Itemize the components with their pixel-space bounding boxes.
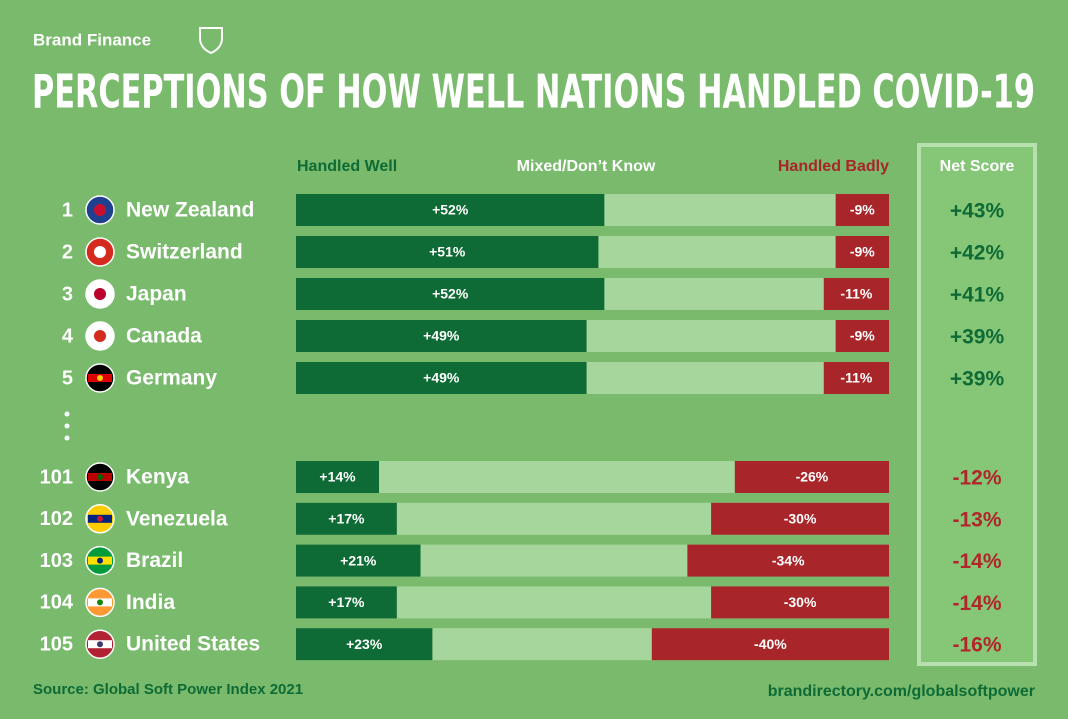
flag-emblem <box>97 474 103 480</box>
flag-emblem <box>97 557 103 564</box>
url: brandirectory.com/globalsoftpower <box>768 683 1035 700</box>
value-label-well: +51% <box>429 244 466 260</box>
net-score: +41% <box>950 284 1005 307</box>
rank: 2 <box>62 241 73 263</box>
net-score: -14% <box>952 592 1001 615</box>
value-label-badly: -34% <box>772 552 805 568</box>
value-label-badly: -26% <box>796 469 829 485</box>
flag-emblem <box>97 641 103 648</box>
flag-emblem <box>97 375 103 381</box>
country-name: Japan <box>126 283 187 306</box>
country-name: United States <box>126 633 260 656</box>
ellipsis-dot <box>64 423 70 429</box>
bar-well <box>296 320 587 352</box>
net-score: -12% <box>952 467 1001 490</box>
header-well: Handled Well <box>297 158 397 175</box>
bar-well <box>296 236 599 268</box>
value-label-badly: -30% <box>784 511 817 527</box>
ellipsis-dot <box>64 411 70 417</box>
value-label-badly: -9% <box>850 244 875 260</box>
value-label-well: +17% <box>328 594 365 610</box>
value-label-badly: -11% <box>840 286 872 302</box>
flag-emblem <box>94 288 106 300</box>
bar-well <box>296 586 397 619</box>
net-score: +42% <box>950 242 1005 265</box>
rank: 4 <box>62 325 74 347</box>
ellipsis-dot <box>64 435 70 441</box>
net-score-header: Net Score <box>940 158 1015 175</box>
country-name: India <box>126 591 175 614</box>
rank: 5 <box>62 367 73 389</box>
flag-emblem <box>94 246 106 258</box>
value-label-badly: -11% <box>840 370 872 386</box>
flag-emblem <box>97 599 103 606</box>
net-score: -16% <box>952 634 1001 657</box>
bar-badly <box>734 461 889 493</box>
country-name: Canada <box>126 325 202 348</box>
header-mixed: Mixed/Don’t Know <box>517 158 656 175</box>
bar-badly <box>823 278 889 310</box>
value-label-well: +49% <box>423 370 460 386</box>
bar-badly <box>687 544 889 577</box>
rank: 3 <box>62 283 73 305</box>
value-label-badly: -9% <box>850 328 875 344</box>
header-badly: Handled Badly <box>778 158 889 175</box>
value-label-well: +21% <box>340 552 377 568</box>
net-score: +39% <box>950 326 1005 349</box>
flag-emblem <box>94 330 106 342</box>
country-name: Germany <box>126 367 217 390</box>
bar-badly <box>711 586 889 619</box>
bar-well <box>296 362 587 394</box>
rank: 102 <box>40 508 73 530</box>
bar-well <box>296 628 433 661</box>
bar-badly <box>823 362 889 394</box>
bar-badly <box>651 628 889 661</box>
net-score: -14% <box>952 550 1001 573</box>
bar-badly <box>835 194 889 226</box>
value-label-well: +14% <box>319 469 356 485</box>
value-label-well: +17% <box>328 511 365 527</box>
value-label-badly: -9% <box>850 202 875 218</box>
net-score: -13% <box>952 508 1001 531</box>
value-label-well: +23% <box>346 636 383 652</box>
value-label-well: +52% <box>432 202 469 218</box>
value-label-badly: -40% <box>754 636 787 652</box>
flag-emblem <box>97 515 103 522</box>
bar-badly <box>835 236 889 268</box>
value-label-badly: -30% <box>784 594 817 610</box>
country-name: Switzerland <box>126 241 243 264</box>
net-score: +43% <box>950 200 1005 223</box>
country-name: Venezuela <box>126 507 228 530</box>
bar-well <box>296 194 605 226</box>
chart-title: PERCEPTIONS OF HOW WELL NATIONS HANDLED … <box>32 65 1035 119</box>
bar-badly <box>835 320 889 352</box>
bar-well <box>296 502 397 535</box>
source: Source: Global Soft Power Index 2021 <box>33 681 303 698</box>
rank: 105 <box>40 633 73 655</box>
bar-well <box>296 544 421 577</box>
bar-well <box>296 278 605 310</box>
country-name: Brazil <box>126 549 183 572</box>
rank: 104 <box>40 592 74 614</box>
rank: 1 <box>62 199 73 221</box>
flag-emblem <box>94 204 106 216</box>
brand-logo <box>199 27 223 55</box>
bar-well <box>296 461 380 493</box>
net-score: +39% <box>950 368 1005 391</box>
value-label-well: +52% <box>432 286 469 302</box>
rank: 101 <box>40 466 73 488</box>
brand-name: Brand Finance <box>33 30 151 49</box>
country-name: New Zealand <box>126 199 254 222</box>
net-score-panel <box>917 143 1037 666</box>
country-name: Kenya <box>126 466 189 489</box>
rank: 103 <box>40 550 73 572</box>
bar-badly <box>711 502 889 535</box>
value-label-well: +49% <box>423 328 460 344</box>
